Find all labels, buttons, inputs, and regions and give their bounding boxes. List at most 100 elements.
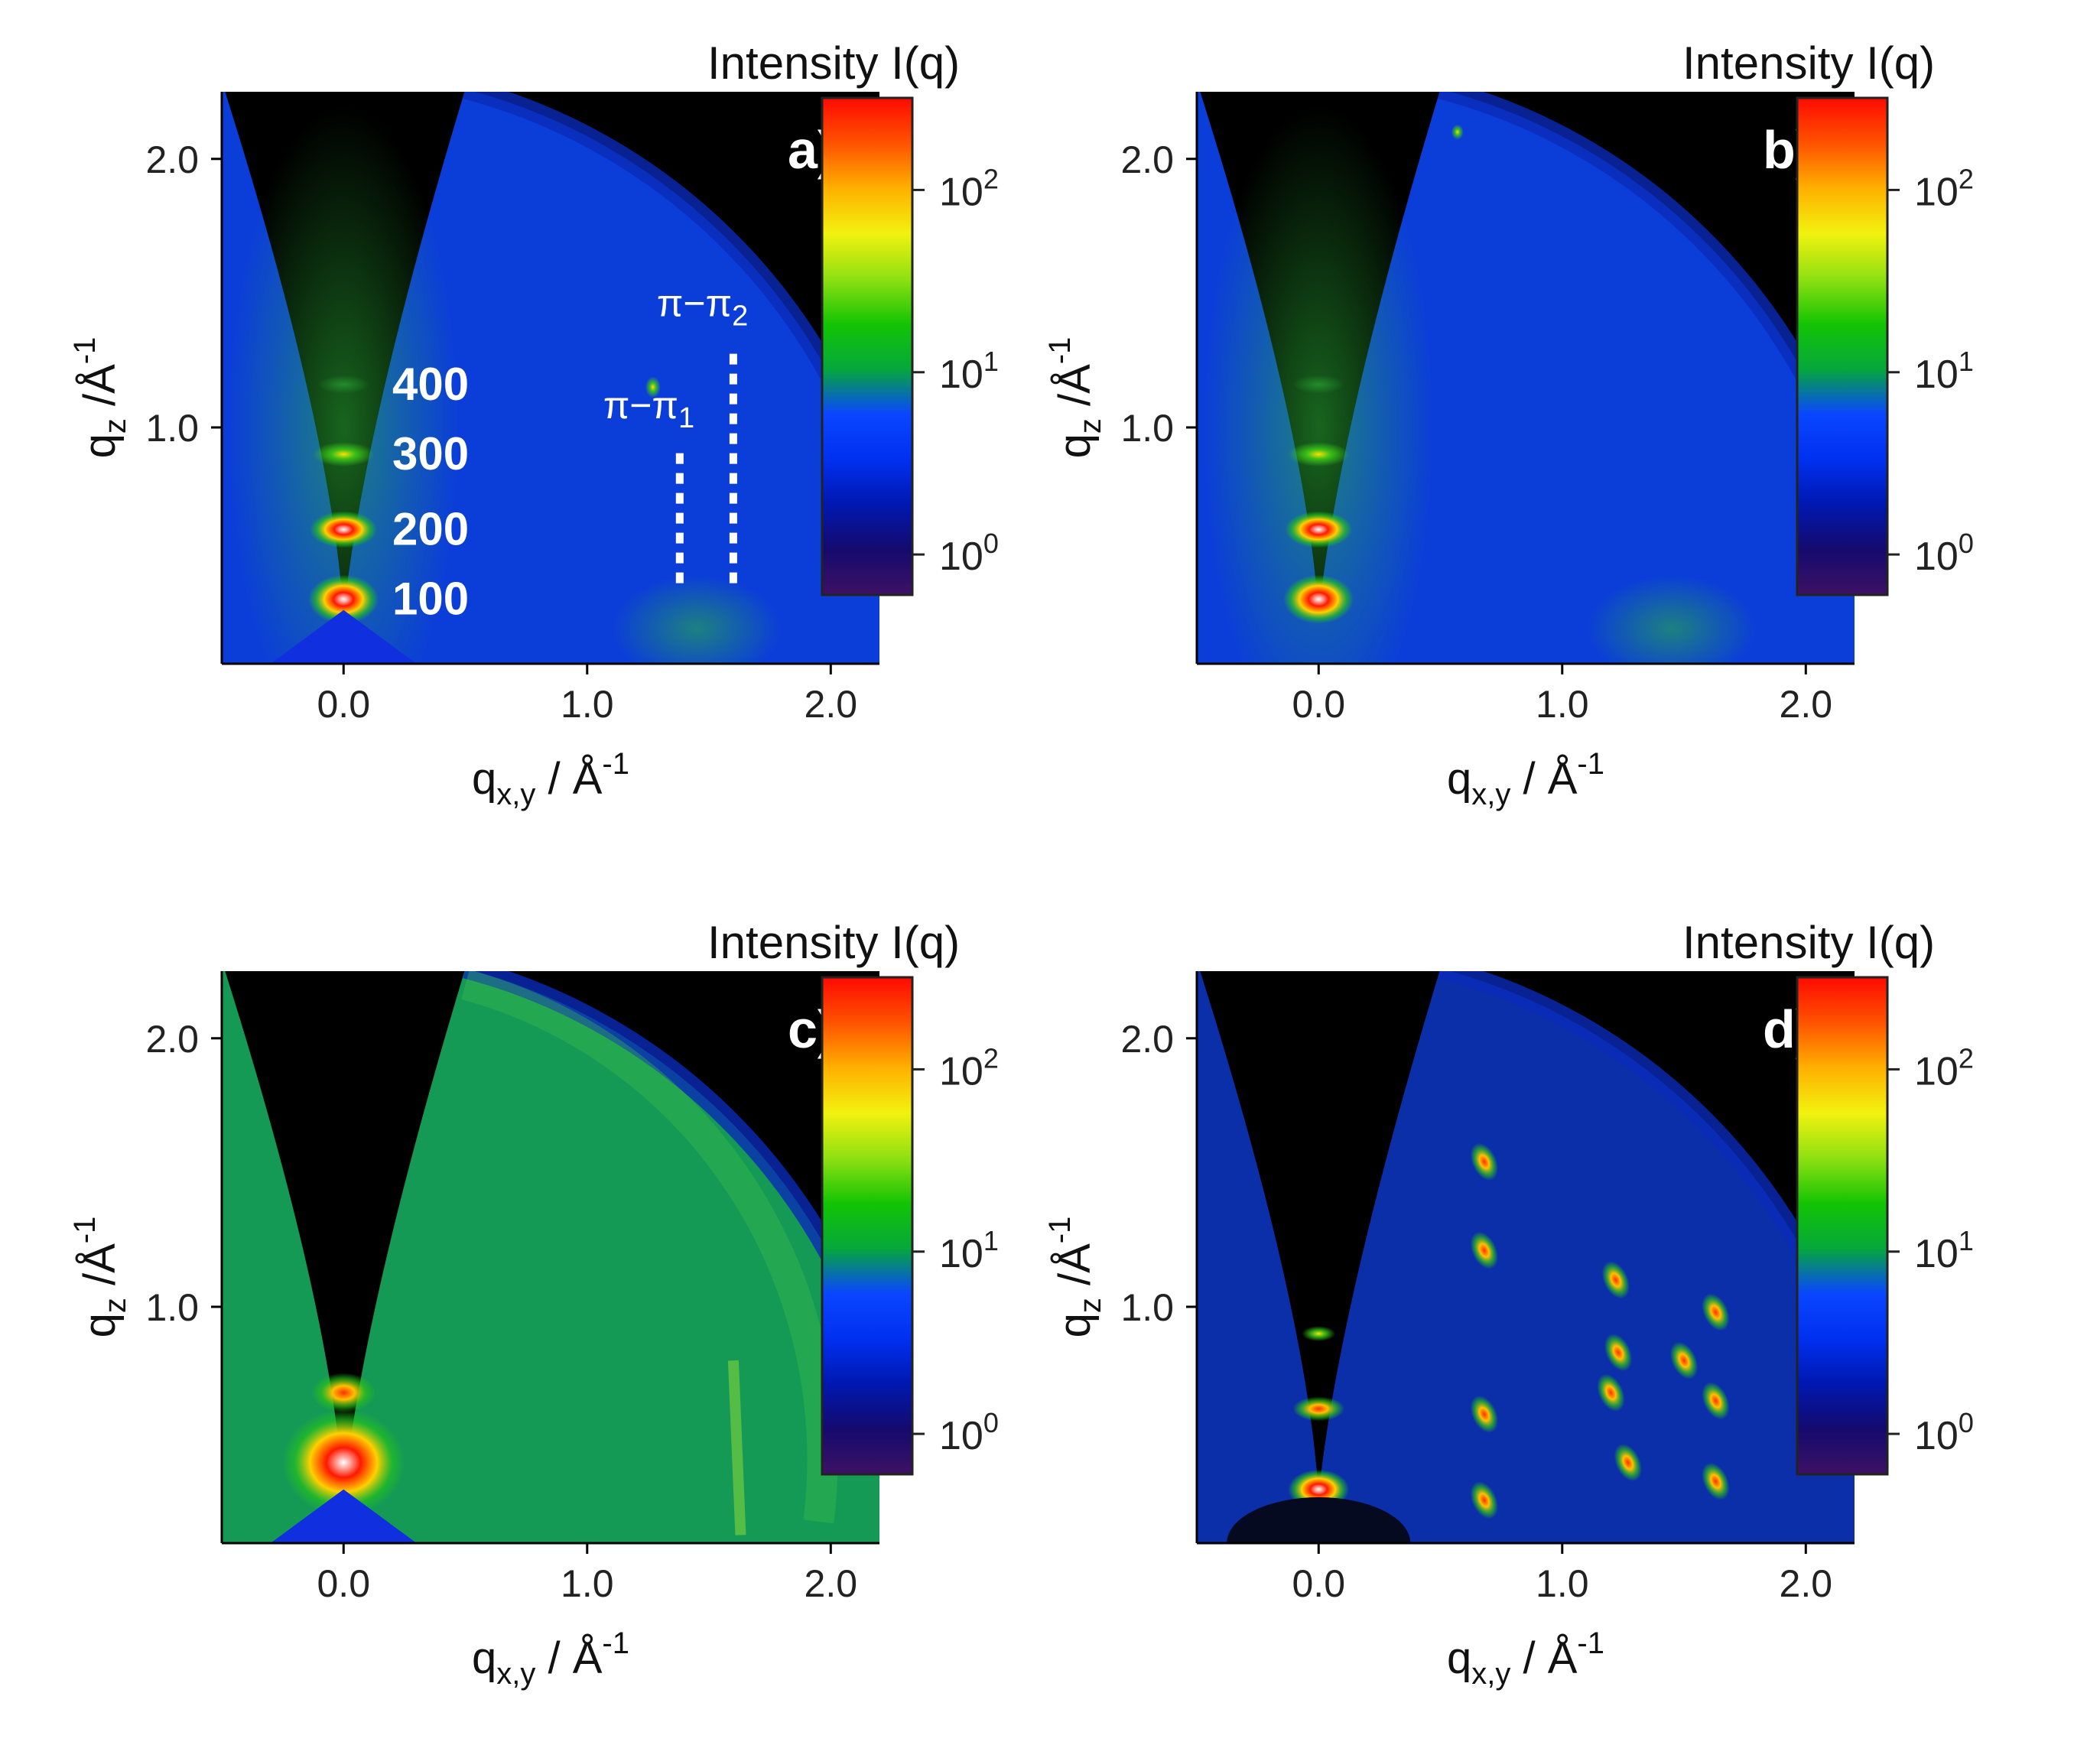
x-tick-label: 0.0 xyxy=(1292,683,1346,726)
bragg-spot xyxy=(1470,1481,1499,1519)
y-tick-label: 1.0 xyxy=(1120,407,1174,450)
colorbar-tick-base: 10 xyxy=(939,1414,983,1458)
colorbar-tick-label: 101 xyxy=(1914,346,1974,397)
y-axis-label: qz /Å-1 xyxy=(1043,1217,1107,1338)
x-tick-label: 2.0 xyxy=(805,683,858,726)
colorbar-tick-base: 10 xyxy=(1914,170,1959,214)
x-tick-label: 1.0 xyxy=(1536,683,1589,726)
colorbar-tick-exp: 2 xyxy=(983,163,999,194)
pi-stacking-diffuse xyxy=(1588,575,1757,664)
colorbar-tick-exp: 1 xyxy=(983,1225,999,1256)
y-tick-label: 1.0 xyxy=(145,1286,199,1329)
peak-400 xyxy=(1292,375,1345,394)
y-label-sub: z xyxy=(1074,418,1107,434)
colorbar-tick-base: 10 xyxy=(939,1049,983,1093)
peak-200 xyxy=(1292,1396,1345,1422)
x-tick-label: 2.0 xyxy=(1780,1562,1833,1605)
peak-300 xyxy=(1302,1326,1336,1342)
x-label-main: q xyxy=(472,754,496,804)
bragg-spot xyxy=(1470,1142,1499,1181)
diffuse-halo xyxy=(1204,106,1434,664)
colorbar-tick-exp: 2 xyxy=(1959,1042,1974,1074)
x-tick-label: 0.0 xyxy=(317,683,371,726)
colorbar-tick-label: 102 xyxy=(939,163,999,214)
bright-speck xyxy=(645,376,661,398)
annotation-text: π−π xyxy=(603,384,678,427)
beamstop-shadow xyxy=(270,609,417,664)
colorbar-tick-label: 101 xyxy=(939,346,999,397)
beamstop-shadow xyxy=(270,1489,417,1543)
peak-100 xyxy=(282,1409,405,1516)
panel-c: c)0.0 1.0 2.01.02.0qx,y / Å-1qz /Å-1Intens… xyxy=(68,917,999,1691)
colorbar-tick-base: 10 xyxy=(1914,1414,1959,1458)
colorbar-tick-label: 100 xyxy=(1914,1407,1974,1458)
colorbar-tick-label: 100 xyxy=(939,1407,999,1458)
bragg-spot xyxy=(1614,1444,1642,1482)
colorbar-tick-base: 10 xyxy=(939,353,983,397)
annotation-label: π−π2 xyxy=(657,282,748,333)
diffuse-ring xyxy=(461,971,838,1524)
colorbar-gradient xyxy=(1796,976,1889,1476)
x-axis-label: qx,y / Å-1 xyxy=(472,1626,629,1691)
y-label-main: q xyxy=(75,434,125,458)
x-axis-label: qx,y / Å-1 xyxy=(1447,1626,1604,1691)
x-label-main: q xyxy=(1447,1633,1471,1683)
peak-label-100: 100 xyxy=(392,574,469,625)
colorbar-tick-label: 100 xyxy=(939,528,999,579)
peak-400 xyxy=(317,375,370,394)
colorbar-tick-exp: 2 xyxy=(1959,163,1974,194)
x-label-sup: -1 xyxy=(1577,747,1604,781)
x-label-sub: x,y xyxy=(1471,1657,1510,1691)
colorbar-tick-label: 101 xyxy=(939,1225,999,1276)
y-tick-label: 2.0 xyxy=(145,1018,199,1061)
x-axis-label: qx,y / Å-1 xyxy=(1447,747,1604,811)
y-label-tail: /Å xyxy=(1050,364,1100,418)
y-label-sub: z xyxy=(99,1298,132,1313)
x-label-main: q xyxy=(1447,754,1471,804)
y-tick-label: 1.0 xyxy=(145,407,199,450)
colorbar-tick-exp: 1 xyxy=(1959,1225,1974,1256)
x-label-sup: -1 xyxy=(1577,1626,1604,1660)
colorbar-gradient xyxy=(821,96,914,596)
x-tick-label: 0.0 xyxy=(317,1562,371,1605)
bragg-spot xyxy=(1702,1293,1730,1331)
colorbar-tick-base: 10 xyxy=(1914,535,1959,579)
bragg-spot xyxy=(1702,1382,1730,1420)
annotation-sub: 1 xyxy=(678,402,694,434)
peak-200 xyxy=(310,511,378,548)
colorbar-tick-base: 10 xyxy=(1914,1232,1959,1276)
colorbar-tick-exp: 0 xyxy=(983,1407,999,1438)
x-label-main: q xyxy=(472,1633,496,1683)
colorbar-title: Intensity I(q) xyxy=(1682,37,1935,89)
colorbar-tick-exp: 0 xyxy=(983,528,999,559)
x-tick-label: 2.0 xyxy=(805,1562,858,1605)
peak-300 xyxy=(1288,442,1350,467)
colorbar-gradient xyxy=(1796,96,1889,596)
heatmap-area xyxy=(1197,92,1855,664)
peak-label-200: 200 xyxy=(392,503,469,554)
bragg-spot xyxy=(1470,1231,1499,1269)
annotation-label: π−π1 xyxy=(603,384,694,434)
panel-b: b)0.0 1.0 2.01.02.0qx,y / Å-1qz /Å-1Intens… xyxy=(1043,37,1974,811)
colorbar-tick-exp: 1 xyxy=(1959,346,1974,377)
peak-200 xyxy=(311,1373,376,1413)
pi-stacking-diffuse xyxy=(613,575,782,664)
bragg-spot xyxy=(1669,1341,1699,1379)
bragg-spot xyxy=(1702,1462,1730,1500)
bragg-spot xyxy=(1604,1334,1633,1372)
y-label-sup: -1 xyxy=(68,1217,102,1244)
heatmap-area xyxy=(222,971,879,1543)
y-label-sup: -1 xyxy=(68,337,102,365)
colorbar-tick-base: 10 xyxy=(939,170,983,214)
colorbar-tick-label: 102 xyxy=(939,1042,999,1093)
y-tick-label: 2.0 xyxy=(145,138,199,181)
x-label-sup: -1 xyxy=(602,1626,629,1660)
colorbar-title: Intensity I(q) xyxy=(707,37,960,89)
bragg-spot xyxy=(1601,1261,1630,1299)
x-label-sub: x,y xyxy=(496,1657,535,1691)
y-axis-label: qz /Å-1 xyxy=(1043,337,1107,459)
